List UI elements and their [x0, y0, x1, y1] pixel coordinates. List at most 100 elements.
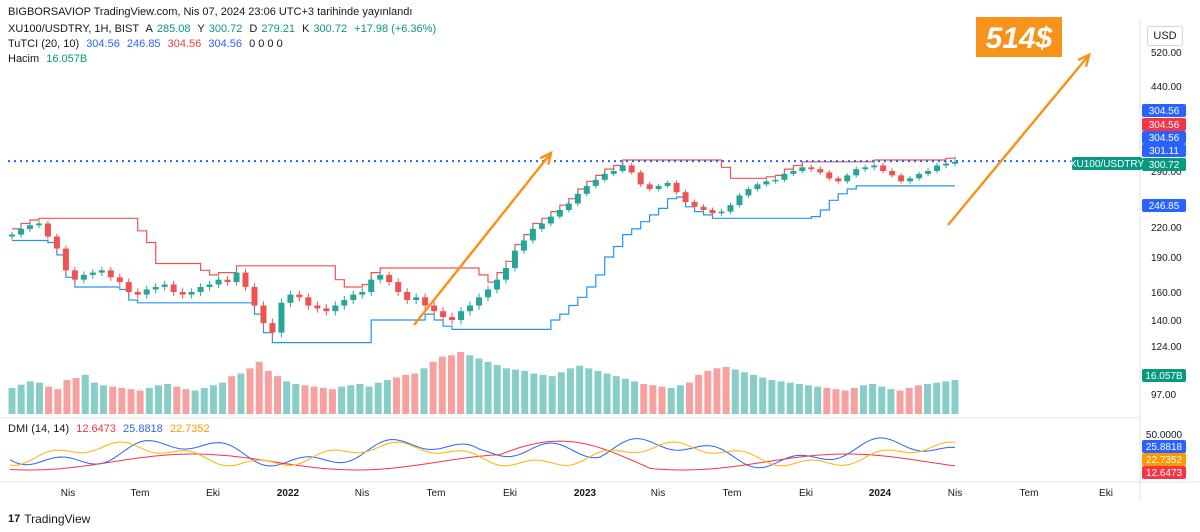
volume-bar — [54, 389, 62, 414]
candle-body — [305, 297, 312, 306]
close-label: K — [302, 23, 310, 35]
tutci-value-4: 304.56 — [208, 38, 242, 50]
adx-line — [9, 441, 956, 467]
volume-bar — [512, 369, 520, 414]
candle-body — [799, 167, 806, 171]
volume-value: 16.057B — [46, 53, 88, 65]
volume-bar — [521, 370, 529, 414]
price-tick-label: 124.00 — [1151, 342, 1182, 353]
candle-body — [386, 274, 393, 283]
candle-body — [224, 279, 231, 283]
volume-bar — [383, 380, 391, 414]
dmi-badge — [1142, 440, 1186, 453]
volume-bar — [136, 390, 144, 414]
price-tick-label: 440.00 — [1151, 82, 1182, 93]
adx-value: 22.7352 — [169, 423, 210, 435]
candle-body — [700, 206, 707, 210]
volume-bar — [264, 370, 272, 414]
volume-bar — [887, 389, 895, 414]
uptrend-arrow-1-head — [539, 150, 553, 165]
dmi-badge — [1142, 453, 1186, 466]
tutci-zeros: 0 0 0 0 — [249, 38, 283, 50]
volume-bar — [878, 386, 886, 414]
price-tick-label: 520.00 — [1151, 48, 1182, 59]
volume-bar — [631, 381, 639, 414]
candle-body — [449, 317, 456, 320]
brand-name: TradingView — [24, 512, 91, 526]
candle-body — [440, 311, 447, 318]
candle-body — [565, 203, 572, 210]
volume-bar — [63, 380, 71, 414]
price-tick-label: 160.00 — [1151, 288, 1182, 299]
candle-body — [26, 225, 33, 229]
price-badge — [1142, 369, 1186, 382]
price-tick-label: 220.00 — [1151, 223, 1182, 234]
price-tick-label: 140.00 — [1151, 316, 1182, 327]
volume-bar — [182, 389, 190, 414]
candle-body — [323, 308, 330, 312]
symbol-tag — [1072, 157, 1142, 170]
volume-bar — [566, 368, 574, 414]
publisher-header: BIGBORSAVIOP TradingView.com, Nis 07, 20… — [8, 6, 413, 18]
candle-body — [206, 284, 213, 287]
volume-bar — [191, 390, 199, 414]
volume-bar — [530, 373, 538, 414]
candle-body — [260, 305, 267, 324]
volume-bar — [420, 368, 428, 414]
candle-body — [682, 192, 689, 202]
price-badge-label: 246.85 — [1149, 201, 1180, 212]
volume-bar — [81, 374, 89, 414]
dmi-minus-line — [9, 440, 956, 471]
volume-bar — [777, 381, 785, 414]
volume-bar — [502, 368, 510, 414]
candle-body — [458, 311, 465, 320]
volume-bar — [713, 368, 721, 414]
candle-body — [880, 165, 887, 171]
volume-bar — [173, 386, 181, 414]
volume-bar — [411, 373, 419, 414]
candle-body — [511, 250, 518, 269]
candle-body — [547, 216, 554, 224]
currency-button[interactable]: USD — [1147, 26, 1183, 46]
low-label: D — [249, 23, 258, 35]
candle-body — [350, 294, 357, 301]
candle-body — [71, 270, 78, 280]
volume-bar — [17, 384, 25, 414]
candle-body — [242, 272, 249, 287]
volume-bar — [26, 381, 34, 414]
volume-bar — [209, 385, 217, 414]
price-badge-label: 300.72 — [1149, 160, 1180, 171]
time-tick-label: Nis — [61, 488, 75, 499]
volume-bar — [585, 368, 593, 414]
candle-body — [925, 171, 932, 174]
candle-body — [601, 173, 608, 180]
volume-bar — [905, 387, 913, 414]
candle-body — [62, 248, 69, 271]
price-badge — [1142, 118, 1186, 131]
volume-bar — [292, 383, 300, 414]
candle-body — [287, 294, 294, 303]
candle-body — [943, 163, 950, 166]
open-label: A — [145, 23, 153, 35]
volume-bar — [685, 382, 693, 414]
symbol-legend: XU100/USDTRY, 1H, BIST A 285.08 Y 300.72 D… — [8, 23, 440, 35]
high-label: Y — [197, 23, 205, 35]
volume-bar — [347, 385, 355, 414]
change-value: +17.98 (+6.36%) — [354, 23, 437, 35]
candle-body — [404, 292, 411, 301]
price-badge-label: 301.11 — [1149, 146, 1179, 157]
low-value: 279.21 — [261, 23, 296, 35]
volume-bar — [35, 382, 43, 414]
volume-bar — [942, 381, 950, 414]
volume-bar — [484, 361, 492, 414]
price-badge — [1142, 104, 1186, 117]
volume-bar — [576, 365, 584, 414]
volume-bar — [722, 367, 730, 414]
open-value: 285.08 — [156, 23, 191, 35]
candle-body — [781, 173, 788, 180]
candle-body — [44, 223, 51, 237]
volume-bar — [255, 361, 263, 414]
volume-bar — [457, 352, 465, 414]
volume-bar — [695, 374, 703, 414]
